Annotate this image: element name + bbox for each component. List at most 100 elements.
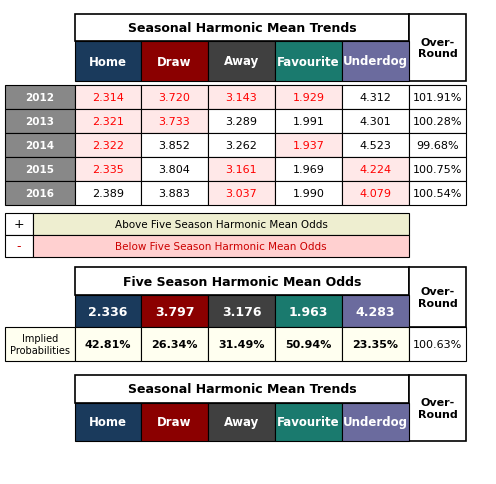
Bar (208, 327, 275, 361)
Bar (75, 295, 141, 327)
Bar (75, 182, 141, 206)
Text: Five Season Harmonic Mean Odds: Five Season Harmonic Mean Odds (123, 275, 361, 288)
Bar (409, 182, 466, 206)
Text: 2016: 2016 (25, 189, 55, 198)
Text: 4.301: 4.301 (360, 117, 391, 127)
Text: Over-
Round: Over- Round (418, 38, 457, 59)
Bar (409, 327, 466, 361)
Text: 2.321: 2.321 (92, 117, 124, 127)
Bar (409, 15, 466, 82)
Text: 3.161: 3.161 (226, 165, 257, 175)
Text: 50.94%: 50.94% (285, 339, 332, 349)
Text: Below Five Season Harmonic Mean Odds: Below Five Season Harmonic Mean Odds (115, 242, 327, 252)
Text: 4.312: 4.312 (360, 93, 391, 103)
Bar (208, 86, 275, 110)
Text: 3.176: 3.176 (222, 305, 261, 318)
Text: 3.852: 3.852 (159, 141, 190, 151)
Bar (342, 295, 409, 327)
Text: 26.34%: 26.34% (151, 339, 198, 349)
Text: 2.314: 2.314 (92, 93, 124, 103)
Bar (409, 268, 466, 327)
Text: 100.54%: 100.54% (413, 189, 462, 198)
Bar (75, 268, 409, 295)
Bar (275, 158, 342, 182)
Text: 1.990: 1.990 (293, 189, 324, 198)
Text: Implied
Probabilities: Implied Probabilities (10, 333, 70, 355)
Text: 42.81%: 42.81% (85, 339, 131, 349)
Bar (208, 403, 275, 441)
Bar (75, 375, 409, 403)
Bar (75, 327, 141, 361)
Bar (75, 403, 141, 441)
Bar (275, 110, 342, 134)
Bar (5, 158, 75, 182)
Text: Above Five Season Harmonic Mean Odds: Above Five Season Harmonic Mean Odds (115, 220, 327, 229)
Text: Over-
Round: Over- Round (418, 287, 457, 308)
Bar (141, 182, 208, 206)
Bar (208, 110, 275, 134)
Bar (141, 110, 208, 134)
Text: 2012: 2012 (25, 93, 55, 103)
Bar (208, 134, 275, 158)
Text: 3.804: 3.804 (159, 165, 190, 175)
Text: 23.35%: 23.35% (353, 339, 398, 349)
Bar (342, 327, 409, 361)
Text: -: - (17, 240, 21, 253)
Bar (141, 403, 208, 441)
Text: Underdog: Underdog (343, 416, 408, 429)
Bar (5, 134, 75, 158)
Bar (342, 42, 409, 82)
Text: 2015: 2015 (25, 165, 55, 175)
Bar (5, 327, 75, 361)
Bar (141, 42, 208, 82)
Text: Over-
Round: Over- Round (418, 397, 457, 419)
Text: 31.49%: 31.49% (218, 339, 265, 349)
Bar (342, 158, 409, 182)
Text: 3.720: 3.720 (159, 93, 190, 103)
Text: 99.68%: 99.68% (416, 141, 459, 151)
Text: Seasonal Harmonic Mean Trends: Seasonal Harmonic Mean Trends (127, 383, 356, 396)
Bar (5, 236, 33, 257)
Bar (75, 134, 141, 158)
Text: Favourite: Favourite (277, 416, 340, 429)
Text: +: + (14, 218, 24, 231)
Bar (342, 182, 409, 206)
Text: 4.283: 4.283 (356, 305, 395, 318)
Bar (275, 42, 342, 82)
Bar (342, 110, 409, 134)
Bar (5, 213, 33, 236)
Bar (75, 110, 141, 134)
Bar (141, 134, 208, 158)
Text: 2.322: 2.322 (92, 141, 124, 151)
Text: 3.733: 3.733 (159, 117, 190, 127)
Bar (5, 86, 75, 110)
Text: 1.929: 1.929 (293, 93, 324, 103)
Bar (33, 213, 409, 236)
Bar (208, 158, 275, 182)
Text: 4.224: 4.224 (360, 165, 391, 175)
Text: 1.969: 1.969 (293, 165, 324, 175)
Text: 4.523: 4.523 (360, 141, 391, 151)
Bar (75, 158, 141, 182)
Text: 1.991: 1.991 (293, 117, 324, 127)
Bar (75, 42, 141, 82)
Bar (141, 295, 208, 327)
Bar (409, 110, 466, 134)
Text: Seasonal Harmonic Mean Trends: Seasonal Harmonic Mean Trends (127, 22, 356, 35)
Bar (141, 327, 208, 361)
Text: Away: Away (224, 55, 259, 68)
Text: Favourite: Favourite (277, 55, 340, 68)
Text: Away: Away (224, 416, 259, 429)
Text: 2.335: 2.335 (92, 165, 124, 175)
Bar (208, 42, 275, 82)
Text: Home: Home (89, 55, 127, 68)
Bar (275, 295, 342, 327)
Bar (33, 236, 409, 257)
Bar (75, 15, 409, 42)
Bar (275, 86, 342, 110)
Text: 3.797: 3.797 (155, 305, 194, 318)
Text: 100.28%: 100.28% (413, 117, 462, 127)
Text: Underdog: Underdog (343, 55, 408, 68)
Bar (409, 158, 466, 182)
Text: Home: Home (89, 416, 127, 429)
